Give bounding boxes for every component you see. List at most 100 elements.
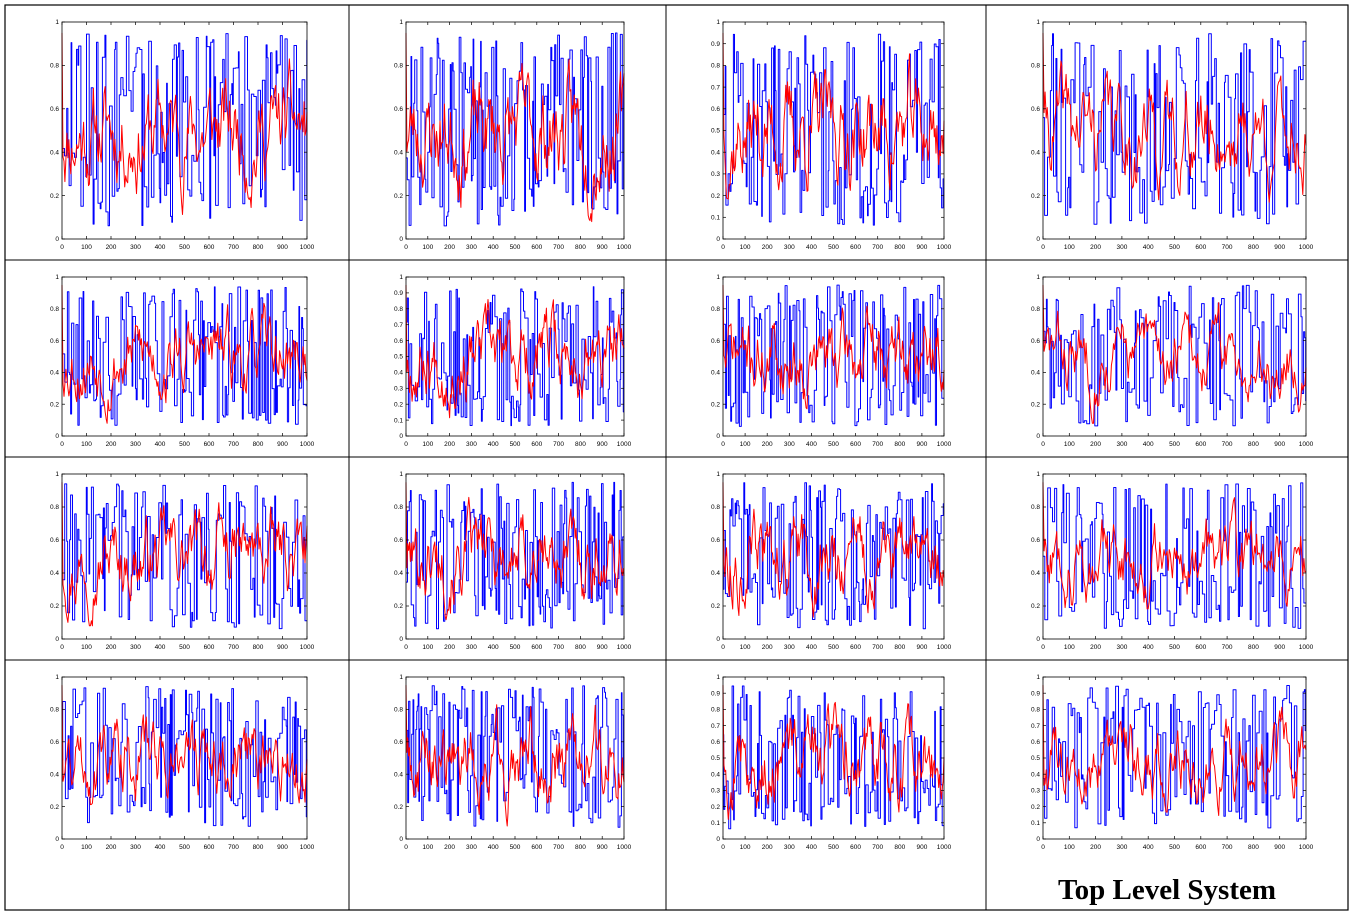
y-tick-label: 0.4 (50, 570, 59, 577)
y-tick-label: 1 (55, 274, 59, 281)
x-tick-label: 600 (1195, 441, 1206, 448)
x-tick-label: 900 (1274, 644, 1285, 651)
x-tick-label: 0 (721, 441, 725, 448)
x-tick-label: 0 (60, 644, 64, 651)
x-tick-label: 400 (806, 441, 817, 448)
x-tick-label: 300 (784, 441, 795, 448)
x-tick-label: 900 (916, 644, 927, 651)
chart-panel-4: 0 100 200 300 400 500 600 700 800 900 1000 0 0.2 0.4 0… (1031, 19, 1314, 251)
x-tick-label: 800 (1248, 441, 1259, 448)
x-tick-label: 400 (1143, 244, 1154, 251)
x-tick-label: 0 (721, 844, 725, 851)
x-tick-label: 400 (806, 244, 817, 251)
y-tick-label: 0.1 (1031, 820, 1040, 827)
series-red-line (405, 482, 625, 621)
x-tick-label: 200 (762, 244, 773, 251)
series-blue-line (723, 284, 944, 427)
x-tick-label: 800 (894, 441, 905, 448)
series-red-line (405, 685, 625, 827)
x-tick-label: 800 (894, 844, 905, 851)
x-tick-label: 100 (740, 441, 751, 448)
y-tick-label: 0.6 (394, 106, 403, 113)
x-tick-label: 900 (916, 844, 927, 851)
y-tick-label: 0.2 (394, 401, 403, 408)
x-tick-label: 100 (740, 844, 751, 851)
x-tick-label: 600 (1195, 844, 1206, 851)
y-tick-label: 0.8 (1031, 504, 1040, 511)
y-tick-label: 0.6 (394, 338, 403, 345)
y-tick-label: 0.8 (1031, 707, 1040, 714)
x-tick-label: 0 (404, 441, 408, 448)
y-tick-label: 0.2 (50, 603, 59, 610)
y-tick-label: 0 (1036, 836, 1040, 843)
y-tick-label: 0.3 (1031, 788, 1040, 795)
y-tick-label: 1 (716, 674, 720, 681)
y-tick-label: 1 (1036, 19, 1040, 26)
x-tick-label: 900 (277, 244, 288, 251)
series-blue-line (1043, 685, 1306, 829)
x-tick-label: 400 (1143, 644, 1154, 651)
chart-panel-7: 0 100 200 300 400 500 600 700 800 900 1000 0 0.2 0.4 0… (711, 274, 952, 448)
x-tick-label: 1000 (300, 844, 315, 851)
x-tick-label: 900 (1274, 244, 1285, 251)
x-tick-label: 600 (531, 644, 542, 651)
y-tick-label: 0.6 (50, 739, 59, 746)
y-tick-label: 0.3 (711, 171, 720, 178)
x-tick-label: 0 (1041, 244, 1045, 251)
y-tick-label: 1 (55, 674, 59, 681)
y-tick-label: 0.8 (711, 306, 720, 313)
y-tick-label: 0.1 (394, 417, 403, 424)
x-tick-label: 100 (740, 244, 751, 251)
x-tick-label: 700 (228, 844, 239, 851)
x-tick-label: 0 (721, 244, 725, 251)
y-tick-label: 0.4 (50, 149, 59, 156)
x-tick-label: 800 (575, 644, 586, 651)
x-tick-label: 0 (404, 644, 408, 651)
x-tick-label: 700 (553, 244, 564, 251)
y-tick-label: 0.5 (711, 128, 720, 135)
y-tick-label: 1 (399, 471, 403, 478)
series-blue-line (62, 483, 307, 630)
x-tick-label: 800 (575, 441, 586, 448)
series-red-line (61, 482, 308, 627)
series-red-line (1042, 284, 1307, 424)
x-tick-label: 1000 (1299, 441, 1314, 448)
x-tick-label: 500 (510, 644, 521, 651)
x-tick-label: 500 (510, 441, 521, 448)
y-tick-label: 0.8 (711, 63, 720, 70)
x-tick-label: 600 (850, 244, 861, 251)
y-tick-label: 0 (55, 836, 59, 843)
y-tick-label: 0.8 (394, 63, 403, 70)
y-tick-label: 0.6 (394, 739, 403, 746)
x-tick-label: 0 (721, 644, 725, 651)
x-tick-label: 600 (531, 844, 542, 851)
x-tick-label: 1000 (617, 844, 632, 851)
x-tick-label: 200 (106, 244, 117, 251)
y-tick-label: 0 (55, 236, 59, 243)
x-tick-label: 400 (155, 441, 166, 448)
chart-panel-8: 0 100 200 300 400 500 600 700 800 900 1000 0 0.2 0.4 0… (1031, 274, 1314, 448)
x-tick-label: 200 (444, 244, 455, 251)
y-tick-label: 0.4 (1031, 570, 1040, 577)
y-tick-label: 0.6 (711, 537, 720, 544)
x-tick-label: 700 (1222, 644, 1233, 651)
y-tick-label: 0 (55, 433, 59, 440)
x-tick-label: 300 (130, 844, 141, 851)
y-tick-label: 0.2 (711, 193, 720, 200)
caption-top-level-system: Top Level System (1057, 874, 1277, 906)
x-tick-label: 300 (466, 644, 477, 651)
series-red-line (61, 685, 308, 806)
x-tick-label: 100 (422, 644, 433, 651)
x-tick-label: 600 (204, 441, 215, 448)
series-blue-line (1043, 482, 1306, 629)
x-tick-label: 500 (179, 441, 190, 448)
y-tick-label: 1 (1036, 274, 1040, 281)
x-tick-label: 700 (553, 844, 564, 851)
x-tick-label: 900 (597, 441, 608, 448)
x-tick-label: 400 (488, 844, 499, 851)
x-tick-label: 100 (422, 441, 433, 448)
x-tick-label: 200 (1090, 644, 1101, 651)
x-tick-label: 200 (444, 644, 455, 651)
y-tick-label: 0.8 (394, 707, 403, 714)
